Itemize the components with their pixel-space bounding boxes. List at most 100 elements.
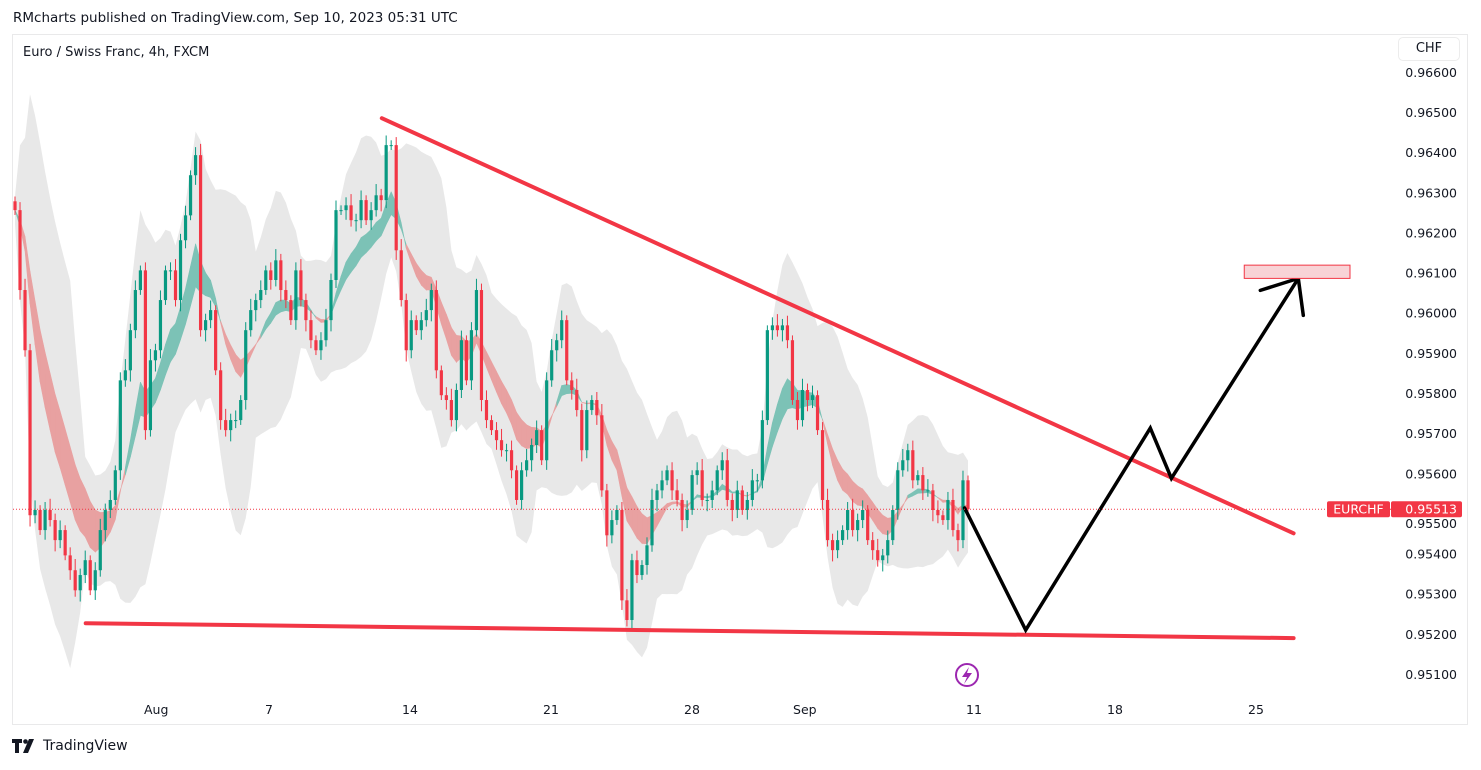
candle: [178, 233, 183, 312]
price-tick-label: 0.95700: [1405, 426, 1457, 441]
candle-body: [891, 510, 895, 541]
candle: [530, 438, 534, 472]
candle: [590, 395, 594, 415]
ribbon-segment: [641, 513, 648, 545]
candle: [555, 333, 559, 362]
candle-body: [509, 450, 514, 471]
price-tick-label: 0.96200: [1405, 225, 1457, 240]
candle: [565, 315, 569, 386]
price-badge-text: 0.95513: [1405, 502, 1457, 517]
candle: [896, 462, 900, 520]
candle: [379, 188, 383, 212]
candle-body: [304, 300, 308, 321]
candle: [600, 404, 604, 497]
candle-body: [956, 530, 960, 541]
candle: [454, 383, 458, 432]
candle: [519, 462, 524, 510]
candle: [459, 330, 464, 399]
candle: [901, 448, 905, 477]
candle-body: [760, 420, 764, 481]
candle-body: [715, 470, 719, 491]
candle: [765, 325, 769, 425]
candle: [264, 265, 268, 295]
candle: [645, 537, 649, 575]
candle-body: [359, 200, 363, 221]
candle-body: [158, 300, 163, 351]
candle-body: [580, 410, 584, 451]
candle: [610, 510, 614, 544]
ribbon-segment: [79, 478, 86, 538]
candle: [655, 483, 659, 512]
candle: [78, 568, 82, 602]
candle-body: [565, 320, 569, 381]
candle: [404, 293, 408, 362]
candle: [33, 500, 37, 524]
candle: [580, 403, 584, 462]
candle: [53, 513, 57, 552]
candle-body: [83, 560, 87, 576]
candle: [198, 143, 203, 337]
candle-body: [775, 325, 779, 331]
candle-body: [660, 480, 664, 491]
candle: [183, 205, 188, 249]
candle: [168, 262, 173, 280]
candle-body: [294, 270, 298, 321]
candle: [866, 505, 870, 545]
candle: [314, 335, 318, 356]
candle-body: [88, 560, 92, 591]
candle: [419, 312, 423, 340]
currency-button[interactable]: CHF: [1398, 37, 1460, 61]
time-tick-label: 11: [966, 702, 982, 717]
candle-body: [178, 240, 183, 301]
candle: [88, 555, 92, 596]
publisher-caption: RMcharts published on TradingView.com, S…: [13, 10, 458, 26]
candle-body: [229, 420, 233, 431]
candle: [499, 428, 504, 457]
candle-body: [429, 290, 433, 311]
price-tick-label: 0.95600: [1405, 466, 1457, 481]
candle-body: [815, 395, 820, 431]
candle: [349, 194, 353, 227]
tradingview-logo-icon: [12, 739, 34, 753]
candle-body: [204, 320, 208, 331]
candle: [13, 196, 17, 215]
candle-body: [43, 510, 47, 531]
candle-body: [504, 450, 509, 452]
candle-body: [68, 555, 72, 571]
time-tick-label: 28: [684, 702, 700, 717]
candle: [224, 408, 228, 437]
chart-frame: [12, 34, 1468, 725]
candle: [444, 387, 448, 410]
candle: [705, 493, 709, 512]
candle: [299, 259, 303, 307]
candle: [906, 443, 910, 472]
candle: [259, 280, 263, 309]
candle: [319, 332, 323, 360]
candle: [550, 339, 554, 387]
candle: [188, 170, 193, 221]
candle-body: [209, 310, 213, 321]
candle: [720, 452, 724, 480]
candle: [961, 470, 965, 549]
price-tick-label: 0.95500: [1405, 516, 1457, 531]
candle: [680, 493, 684, 532]
candle-body: [414, 320, 418, 331]
candle: [73, 558, 77, 597]
candle-body: [856, 520, 860, 531]
candle-body: [153, 350, 158, 361]
footer-logo[interactable]: TradingView: [12, 738, 128, 754]
candle: [891, 505, 895, 545]
price-tick-label: 0.95300: [1405, 587, 1457, 602]
candle-body: [861, 510, 865, 521]
candle-body: [404, 300, 408, 351]
candle: [249, 298, 253, 337]
candle-body: [354, 220, 358, 222]
candle: [274, 249, 278, 287]
candle: [83, 550, 87, 584]
candle-body: [459, 340, 464, 390]
candle-body: [188, 175, 193, 216]
candle: [715, 465, 719, 496]
candle-body: [700, 470, 704, 500]
candle: [956, 523, 960, 552]
